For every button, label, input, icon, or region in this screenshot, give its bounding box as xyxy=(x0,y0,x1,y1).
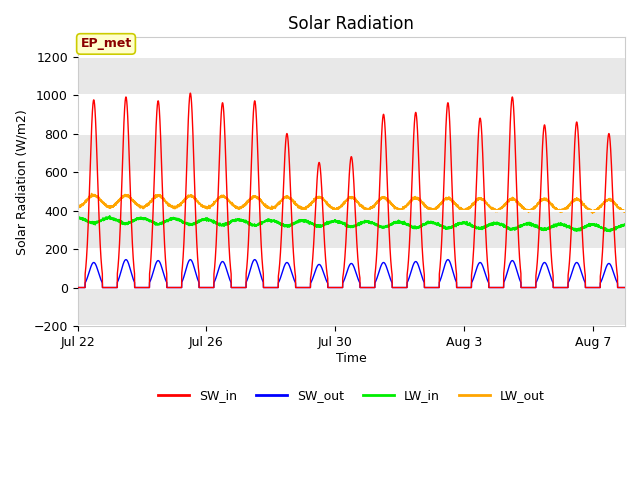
Bar xyxy=(77,211,625,249)
Title: Solar Radiation: Solar Radiation xyxy=(289,15,414,33)
Legend: SW_in, SW_out, LW_in, LW_out: SW_in, SW_out, LW_in, LW_out xyxy=(153,384,550,407)
Bar xyxy=(77,288,625,326)
Bar xyxy=(77,133,625,172)
Bar xyxy=(77,57,625,95)
Text: EP_met: EP_met xyxy=(81,37,132,50)
Y-axis label: Solar Radiation (W/m2): Solar Radiation (W/m2) xyxy=(15,109,28,254)
X-axis label: Time: Time xyxy=(336,351,367,364)
